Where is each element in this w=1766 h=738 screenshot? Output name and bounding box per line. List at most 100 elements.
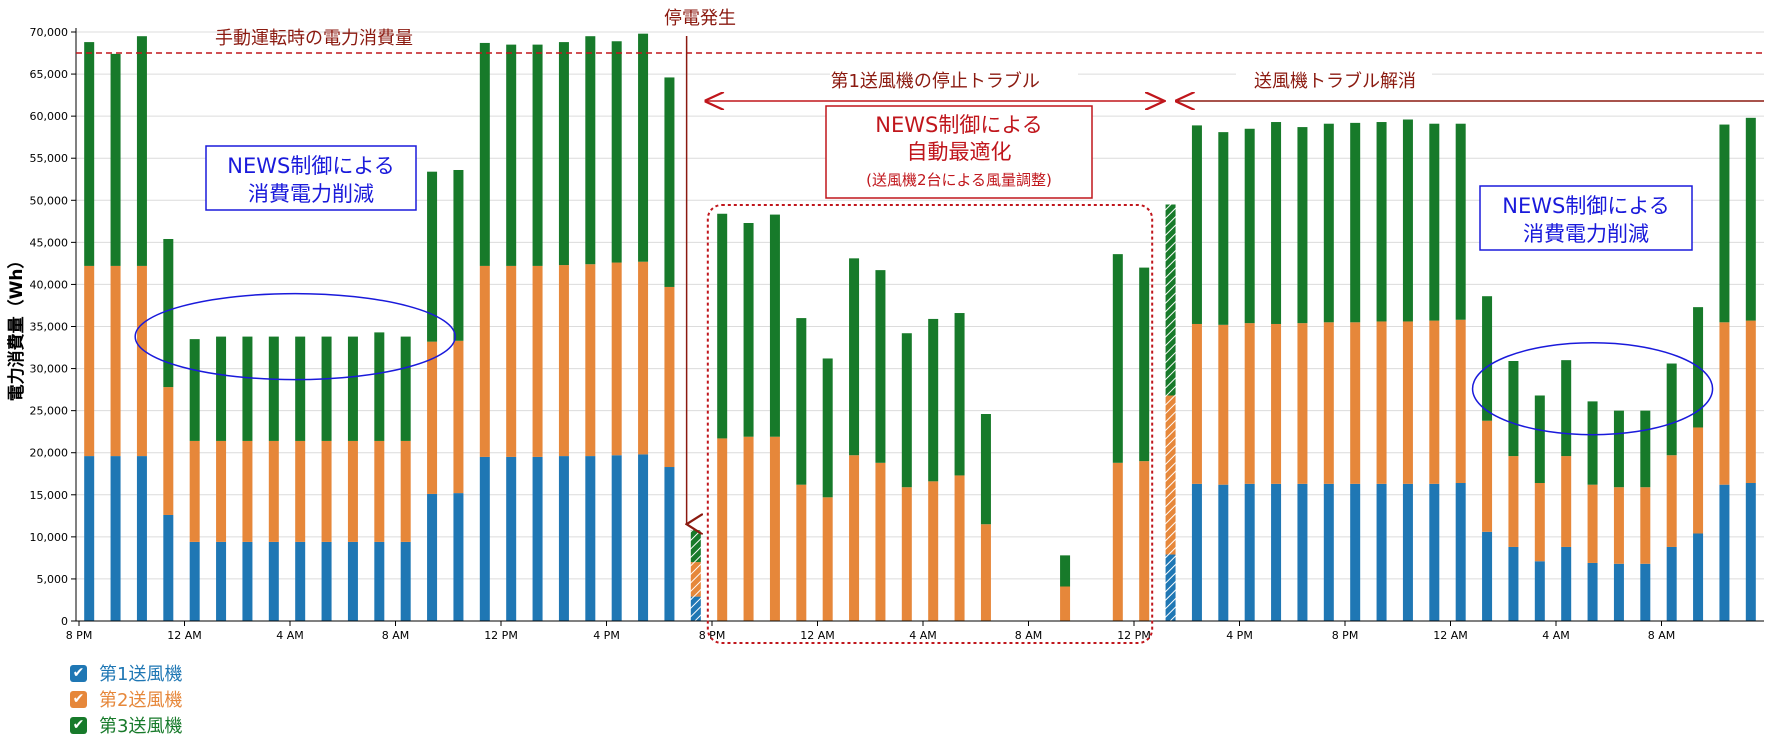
x-tick-label: 12 PM — [484, 629, 518, 642]
x-tick-label: 12 AM — [167, 629, 202, 642]
bar-s3 — [1165, 204, 1176, 396]
y-tick-label: 25,000 — [30, 405, 69, 418]
bar-s3 — [1534, 395, 1545, 484]
bar-s3 — [1323, 123, 1334, 323]
x-tick-label: 12 PM — [1117, 629, 1151, 642]
x-tick-label: 8 AM — [382, 629, 410, 642]
bar-s1 — [479, 456, 490, 621]
bar-s1 — [136, 456, 147, 621]
highlight-ellipse-2 — [1471, 342, 1714, 436]
annotation-box-2-line-2: 自動最適化 — [907, 140, 1012, 164]
bar-s1 — [1534, 561, 1545, 621]
bar-s3 — [1666, 363, 1677, 456]
bar-s3 — [506, 44, 517, 266]
bar-s1 — [1244, 483, 1255, 621]
legend-item-fan-1[interactable]: ✔ 第1送風機 — [70, 660, 182, 686]
bar-s1 — [453, 493, 464, 621]
bar-s2 — [321, 440, 332, 542]
bar-s1 — [110, 456, 121, 621]
bar-s1 — [1561, 546, 1572, 621]
bar-s1 — [84, 456, 95, 621]
y-tick-label: 30,000 — [30, 363, 69, 376]
bar-s3 — [163, 238, 174, 388]
x-tick-label: 8 AM — [1015, 629, 1043, 642]
bar-s2 — [1244, 323, 1255, 484]
bar-s2 — [796, 484, 807, 621]
bar-s3 — [189, 339, 200, 441]
bar-s2 — [928, 481, 939, 621]
bar-s1 — [1271, 483, 1282, 621]
bar-s3 — [822, 358, 833, 498]
legend-item-fan-3[interactable]: ✔ 第3送風機 — [70, 712, 182, 738]
bar-s1 — [638, 454, 649, 621]
automatic-optimization-region — [706, 204, 1154, 644]
resolved-label-bg — [1236, 68, 1432, 92]
bar-s3 — [664, 77, 675, 287]
bar-s2 — [875, 462, 886, 621]
bar-s1 — [664, 467, 675, 621]
bar-s3 — [1139, 267, 1150, 462]
annotation-box-2 — [825, 105, 1093, 199]
bar-s3 — [1350, 122, 1361, 323]
bar-s2 — [638, 261, 649, 455]
bar-s2 — [136, 265, 147, 457]
bar-s2 — [216, 440, 227, 542]
bar-s2 — [1455, 319, 1466, 484]
bar-s1 — [1719, 484, 1730, 621]
bar-s2 — [1165, 395, 1176, 555]
bar-s3 — [1745, 117, 1756, 321]
bar-s2 — [189, 440, 200, 542]
checkbox-icon[interactable]: ✔ — [70, 664, 87, 682]
bar-s1 — [1613, 563, 1624, 621]
bar-s2 — [1640, 487, 1651, 564]
y-tick-label: 65,000 — [30, 68, 69, 81]
bar-s3 — [1060, 555, 1071, 587]
axes: 0 5,000 10,000 15,000 20,000 25,000 30,000 35,0… — [6, 26, 1764, 642]
bar-s3 — [875, 270, 886, 463]
bar-s2 — [1587, 484, 1598, 563]
bar-s3 — [242, 336, 253, 441]
bar-s1 — [532, 456, 543, 621]
y-tick-label: 15,000 — [30, 489, 69, 502]
bar-s3 — [347, 336, 358, 441]
checkbox-icon[interactable]: ✔ — [70, 690, 87, 708]
bar-s3 — [1455, 123, 1466, 320]
bar-s2 — [84, 265, 95, 457]
bar-s3 — [849, 258, 860, 456]
y-tick-label: 50,000 — [30, 194, 69, 207]
bar-s3 — [1587, 401, 1598, 485]
bar-s3 — [717, 213, 728, 439]
y-tick-label: 35,000 — [30, 321, 69, 334]
bar-s2 — [822, 497, 833, 621]
bar-s2 — [1508, 456, 1519, 547]
bar-s1 — [1323, 483, 1334, 621]
annotation-box-2-line-3: (送風機2台による風量調整) — [866, 171, 1052, 189]
bar-s1 — [1587, 562, 1598, 621]
bar-s3 — [321, 336, 332, 441]
checkbox-icon[interactable]: ✔ — [70, 716, 87, 734]
legend-label: 第3送風機 — [99, 716, 183, 737]
x-tick-label: 8 PM — [699, 629, 726, 642]
bar-s1 — [321, 541, 332, 621]
bar-s1 — [1745, 483, 1756, 621]
bar-s3 — [769, 214, 780, 437]
bar-s1 — [611, 455, 622, 621]
bars — [84, 33, 1756, 621]
bar-s1 — [690, 596, 701, 621]
bar-s3 — [1482, 296, 1493, 421]
legend-item-fan-2[interactable]: ✔ 第2送風機 — [70, 686, 182, 712]
bar-s1 — [506, 456, 517, 621]
bar-s3 — [980, 414, 991, 525]
y-tick-label: 70,000 — [30, 26, 69, 39]
bar-s3 — [928, 318, 939, 482]
stacked-bar-chart: 0 5,000 10,000 15,000 20,000 25,000 30,000 35,0… — [6, 8, 1764, 644]
bar-s2 — [453, 340, 464, 494]
bar-s1 — [189, 541, 200, 621]
y-tick-label: 45,000 — [30, 236, 69, 249]
bar-s2 — [849, 455, 860, 621]
bar-s2 — [1297, 323, 1308, 484]
bar-s1 — [216, 541, 227, 621]
bar-s3 — [1402, 119, 1413, 322]
bar-s3 — [268, 336, 279, 441]
bar-s3 — [400, 336, 411, 441]
